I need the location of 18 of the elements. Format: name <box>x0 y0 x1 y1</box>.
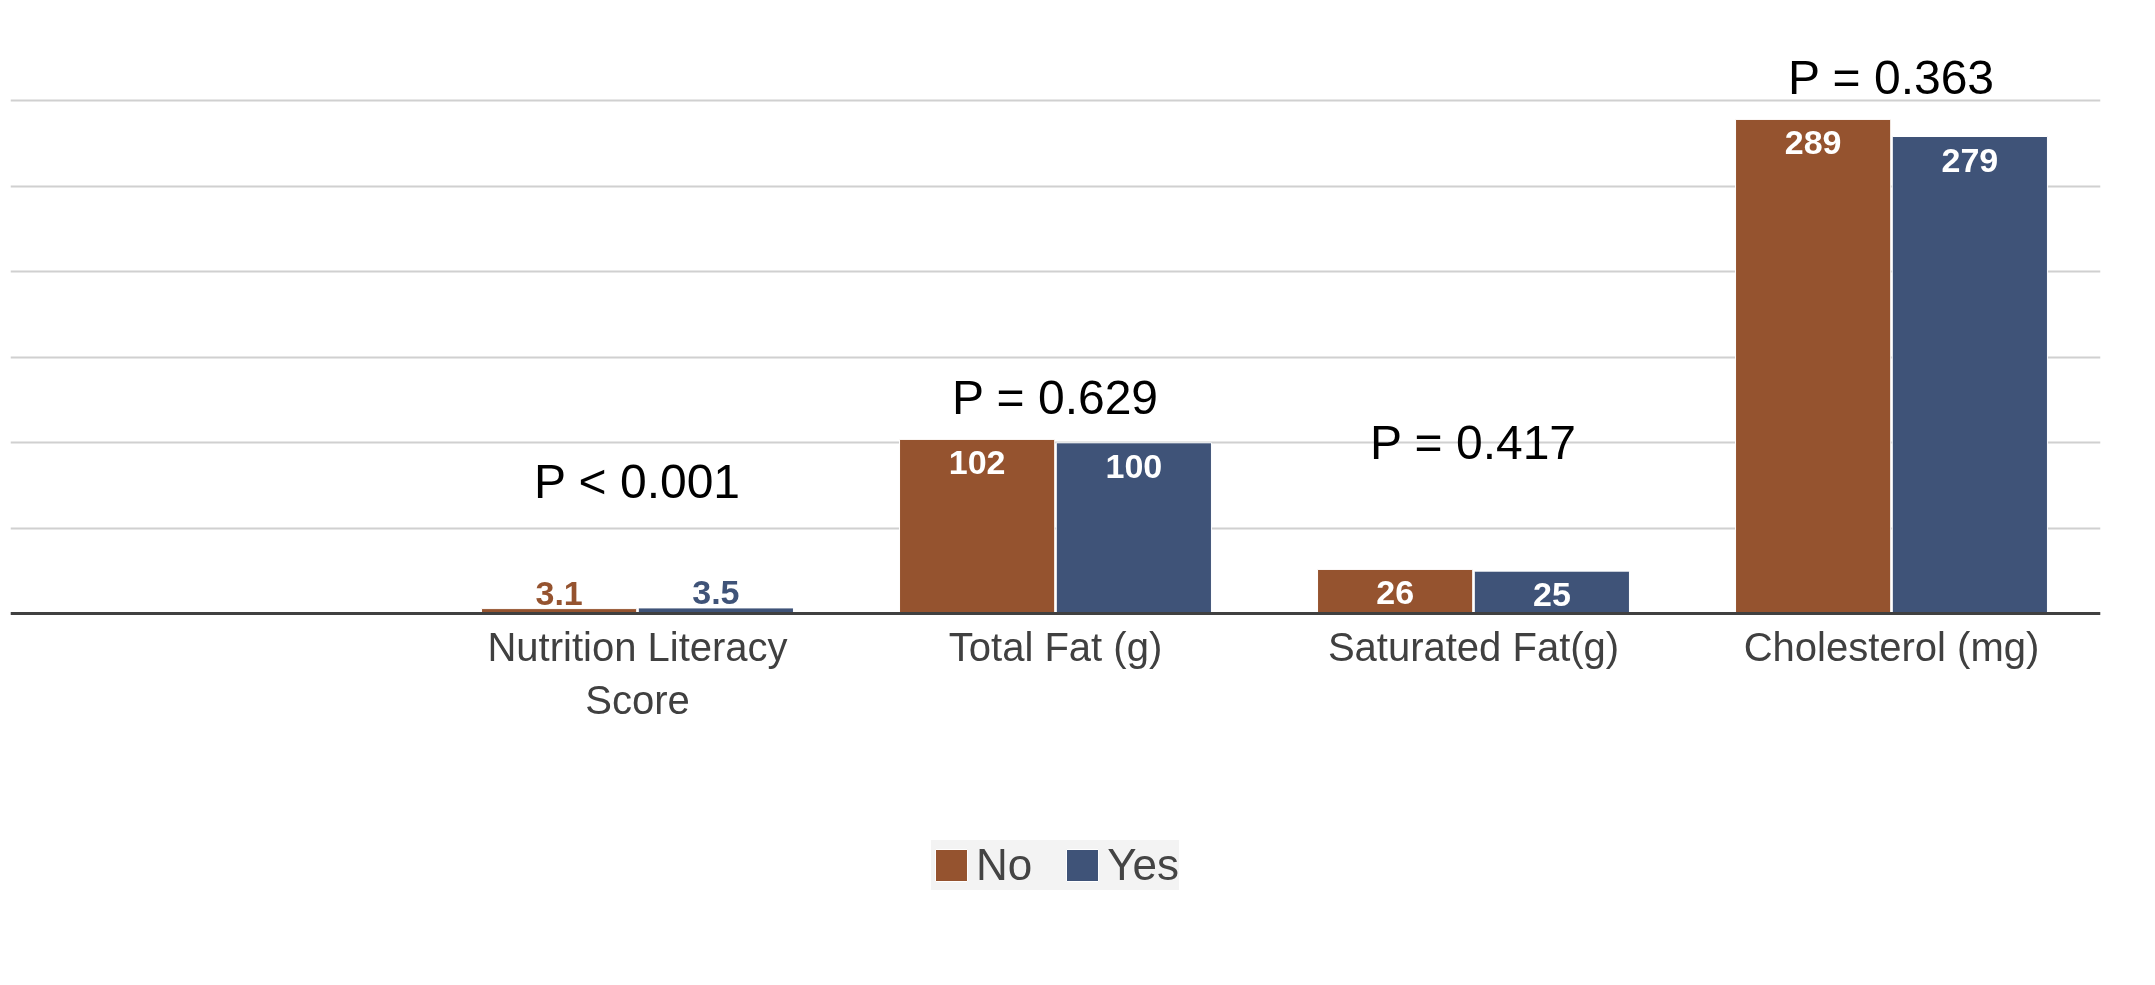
data-label: 100 <box>1105 446 1163 485</box>
x-tick-label: Cholesterol (mg) <box>1743 624 2040 669</box>
data-label: 25 <box>1532 575 1571 614</box>
data-label: 279 <box>1941 140 1999 179</box>
data-label: 102 <box>948 443 1006 482</box>
data-label: 3.5 <box>692 572 740 611</box>
x-tick-label: Saturated Fat(g) <box>1327 624 1620 669</box>
data-label: 289 <box>1784 123 1842 162</box>
x-tick-label: Nutrition Literacy Score <box>487 624 788 722</box>
annotation: P = 0.629 <box>952 371 1159 425</box>
annotation: P = 0.417 <box>1370 416 1577 470</box>
x-tick-label: Total Fat (g) <box>948 624 1163 669</box>
legend-label: Yes <box>1107 840 1180 890</box>
annotation: P < 0.001 <box>534 454 741 508</box>
text: P = 0.363 <box>1788 51 1995 105</box>
data-label: 26 <box>1376 573 1415 612</box>
data-label: 3.1 <box>535 573 583 612</box>
legend-label: No <box>975 840 1033 890</box>
